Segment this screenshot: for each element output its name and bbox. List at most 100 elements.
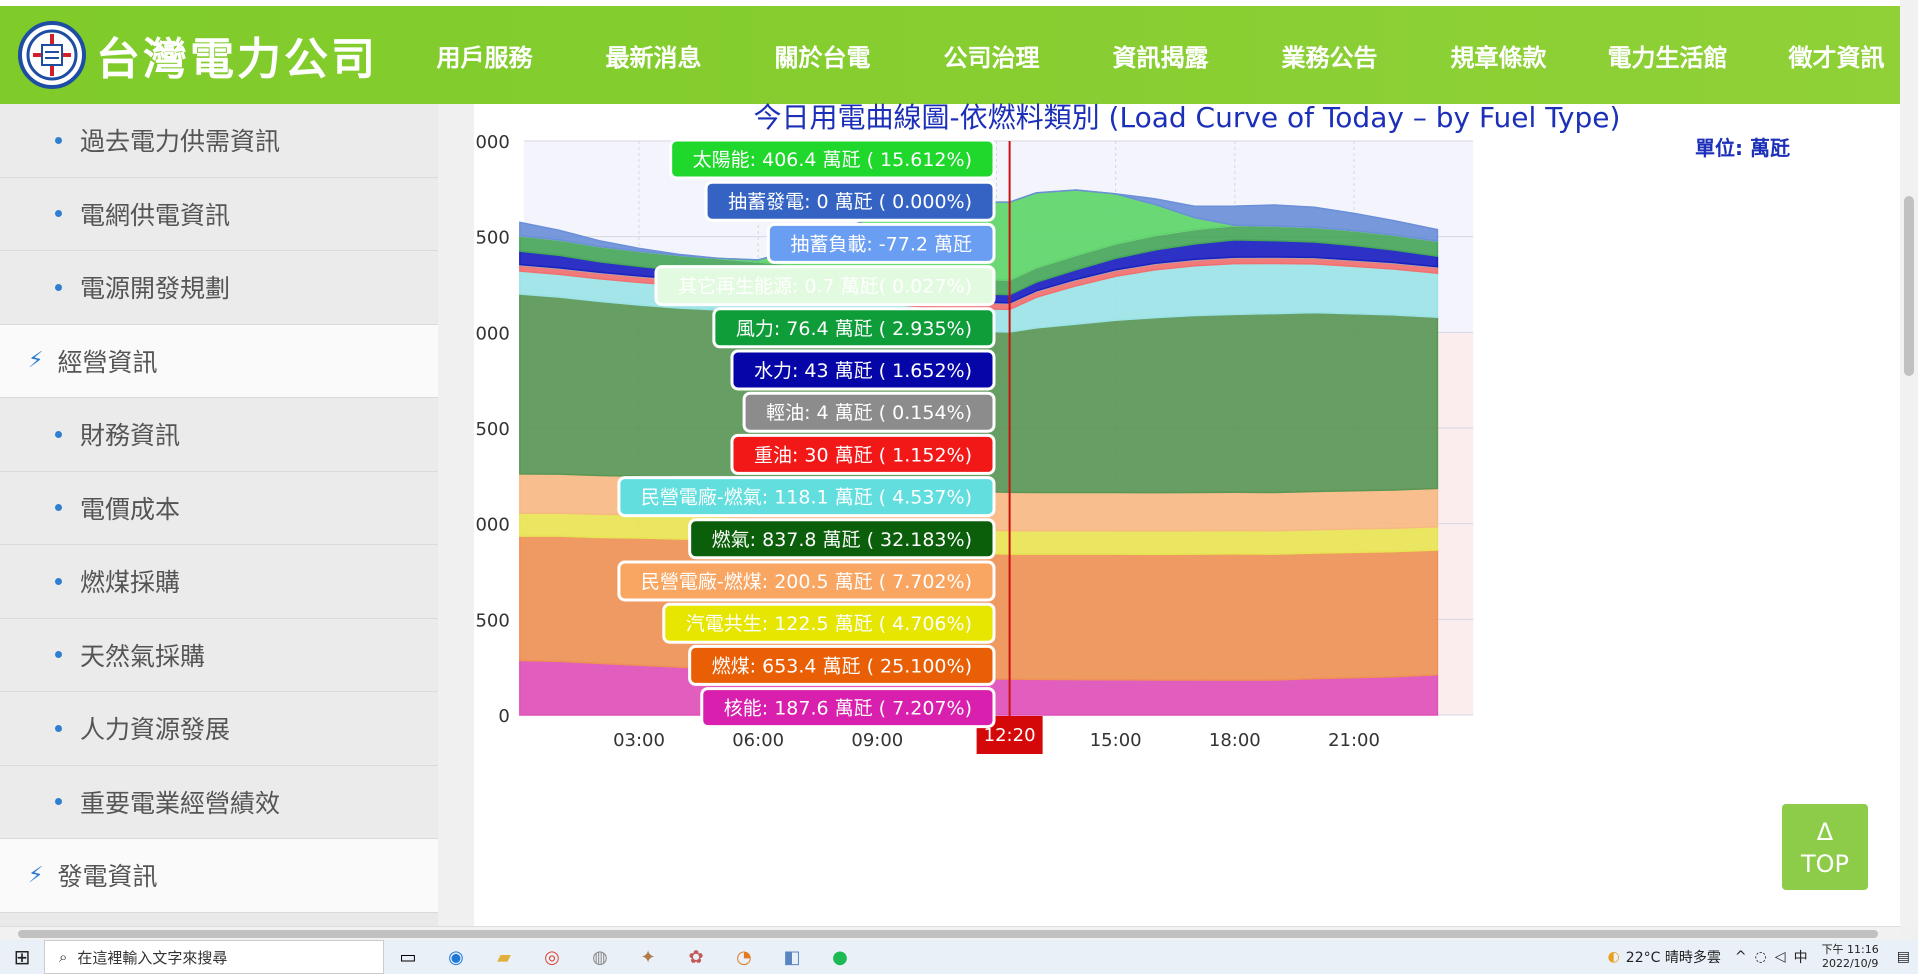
nav-item[interactable]: 業務公告 (1281, 43, 1378, 72)
sidebar-section-header[interactable]: ⚡ 發電資訊 (0, 839, 438, 913)
sidebar-item[interactable]: 過去電力供需資訊 (0, 104, 438, 178)
tooltip-label: 燃氣: 837.8 萬瓩 ( 32.183%) (712, 529, 972, 551)
sidebar-item-label: 電網供電資訊 (80, 200, 231, 230)
main-content: 0 500 1,000 1,500 2,000 2,500 3,000 03:00 06:00 0… (474, 101, 1900, 926)
taskbar-clock[interactable]: 下午 11:16 2022/10/9 (1822, 943, 1879, 971)
tooltip-row (617, 560, 996, 602)
sidebar-item[interactable]: 財務資訊 (0, 398, 438, 472)
site-header: 台灣電力公司 用戶服務 最新消息 關於台電 公司治理 資訊揭露 業務公告 規章條款 電力生活館… (0, 6, 1900, 104)
tooltip-row (688, 644, 996, 686)
tooltip-label: 重油: 30 萬瓩 ( 1.152%) (754, 444, 972, 466)
taskbar-search-box[interactable]: ⌕ 在這裡輸入文字來搜尋 (44, 940, 384, 974)
sidebar-item-label: 燃煤採購 (80, 568, 181, 598)
notification-icon[interactable]: ▤ (1896, 949, 1910, 965)
chart-title: 今日用電曲線圖-依燃料類別 (Load Curve of Today – by … (753, 101, 1621, 134)
tooltip-row (730, 433, 996, 475)
chart-unit-label: 單位: 萬瓩 (1695, 136, 1790, 160)
bullet-icon (55, 136, 62, 144)
sidebar-item[interactable]: 電源開發規劃 (0, 251, 438, 325)
task-view-icon[interactable]: ▭ (399, 946, 417, 968)
tooltip-label: 民營電廠-燃煤: 200.5 萬瓩 ( 7.702%) (641, 570, 972, 593)
chevron-up-icon[interactable]: ^ (1734, 949, 1747, 965)
tooltip-label: 輕油: 4 萬瓩 ( 0.154%) (766, 402, 972, 424)
chrome-browser-icon[interactable]: ◎ (544, 946, 560, 968)
sidebar-item-label: 過去電力供需資訊 (80, 127, 281, 157)
x-tick-label: 03:00 (613, 730, 665, 751)
sidebar-item-label: 財務資訊 (80, 421, 181, 451)
sidebar-item-label: 人力資源發展 (80, 715, 231, 745)
blender-icon[interactable]: ◔ (736, 946, 752, 968)
up-arrow-icon: Δ (1816, 818, 1834, 846)
nav-item[interactable]: 最新消息 (605, 43, 702, 72)
y-tick-label: 2,500 (474, 228, 510, 249)
sidebar-item[interactable]: 重要電業經營績效 (0, 765, 438, 839)
load-curve-chart: 0 500 1,000 1,500 2,000 2,500 3,000 03:00 06:00 0… (474, 132, 1474, 754)
clock-date: 2022/10/9 (1821, 957, 1879, 970)
lightning-icon: ⚡ (28, 348, 44, 374)
sidebar-item-label: 電價成本 (80, 494, 181, 524)
tooltip-row (704, 180, 996, 222)
app-icon[interactable]: ✿ (688, 946, 704, 968)
tooltip-row (766, 222, 996, 264)
y-tick-label: 1,500 (474, 419, 510, 440)
bullet-icon (55, 283, 62, 291)
tooltip-label: 汽電共生: 122.5 萬瓩 ( 4.706%) (686, 613, 972, 635)
system-tray: ◐ 22°C 晴時多雲 ^ ◌ ◁ 中 下午 11:16 2022/10/9 ▤ (1608, 940, 1918, 974)
scrollbar-thumb[interactable] (18, 930, 1878, 938)
windows-start-button[interactable]: ⊞ (13, 945, 31, 969)
y-tick-label: 0 (498, 706, 509, 727)
x-tick-label: 06:00 (732, 730, 784, 751)
bullet-icon (55, 504, 62, 512)
sidebar-item[interactable]: 燃煤採購 (0, 545, 438, 619)
network-icon[interactable]: ◌ (1754, 949, 1767, 965)
x-tick-label: 21:00 (1328, 730, 1380, 751)
spotify-icon[interactable]: ● (832, 946, 848, 968)
taipower-emblem-icon (18, 21, 86, 89)
x-tick-label: 18:00 (1209, 730, 1261, 751)
sidebar-item[interactable]: 人力資源發展 (0, 692, 438, 766)
weather-icon[interactable]: ◐ (1607, 949, 1620, 965)
scrollbar-thumb[interactable] (1904, 196, 1914, 376)
tooltip-label: 太陽能: 406.4 萬瓩 ( 15.612%) (693, 149, 972, 171)
horizontal-scrollbar[interactable] (0, 926, 1900, 940)
nav-item[interactable]: 資訊揭露 (1112, 43, 1209, 72)
volume-icon[interactable]: ◁ (1774, 949, 1786, 965)
vertical-scrollbar[interactable] (1900, 0, 1918, 926)
y-tick-label: 1,000 (474, 515, 510, 536)
sidebar-item[interactable]: 電價成本 (0, 471, 438, 545)
nav-item[interactable]: 關於台電 (774, 43, 871, 72)
tooltip-row (742, 391, 996, 433)
weather-text[interactable]: 22°C 晴時多雲 (1625, 950, 1721, 966)
nav-item[interactable]: 用戶服務 (436, 43, 533, 72)
app-icon[interactable]: ✦ (640, 946, 656, 968)
tooltip-row (617, 476, 996, 518)
current-time-label: 12:20 (984, 725, 1036, 746)
nav-item[interactable]: 電力生活館 (1607, 43, 1728, 72)
sidebar-item-label: 發電資訊 (57, 862, 158, 892)
nav-item[interactable]: 徵才資訊 (1788, 43, 1885, 72)
app-icon[interactable]: ◧ (783, 946, 801, 968)
y-tick-label: 3,000 (474, 132, 510, 153)
file-explorer-icon[interactable]: ▰ (497, 946, 511, 968)
site-logo-text: 台灣電力公司 (96, 34, 378, 85)
app-icon[interactable]: ◍ (592, 946, 608, 968)
tooltip-label: 風力: 76.4 萬瓩 ( 2.935%) (736, 318, 972, 340)
edge-browser-icon[interactable]: ◉ (448, 946, 464, 968)
site-logo[interactable]: 台灣電力公司 (18, 21, 378, 89)
lightning-icon: ⚡ (28, 862, 44, 888)
sidebar-item[interactable]: 天然氣採購 (0, 618, 438, 692)
back-to-top-button[interactable]: Δ TOP (1782, 804, 1868, 890)
tooltip-label: 民營電廠-燃氣: 118.1 萬瓩 ( 4.537%) (641, 486, 972, 509)
tooltip-label: 抽蓄發電: 0 萬瓩 ( 0.000%) (728, 191, 972, 213)
tooltip-label: 燃煤: 653.4 萬瓩 ( 25.100%) (712, 655, 972, 677)
nav-item[interactable]: 公司治理 (943, 43, 1040, 72)
sidebar-section-header[interactable]: ⚡ 經營資訊 (0, 324, 438, 398)
nav-item[interactable]: 規章條款 (1450, 43, 1547, 72)
tooltip-row (712, 307, 996, 349)
bullet-icon (55, 724, 62, 732)
windows-taskbar: ⊞ ⌕ 在這裡輸入文字來搜尋 ▭ ◉ ▰ ◎ ◍ ✦ ✿ ◔ ◧ ● ◐ 22°… (0, 940, 1918, 974)
ime-indicator[interactable]: 中 (1793, 950, 1808, 966)
x-tick-label: 15:00 (1090, 730, 1142, 751)
sidebar-item[interactable]: 電網供電資訊 (0, 177, 438, 251)
tooltip-row (669, 138, 996, 180)
